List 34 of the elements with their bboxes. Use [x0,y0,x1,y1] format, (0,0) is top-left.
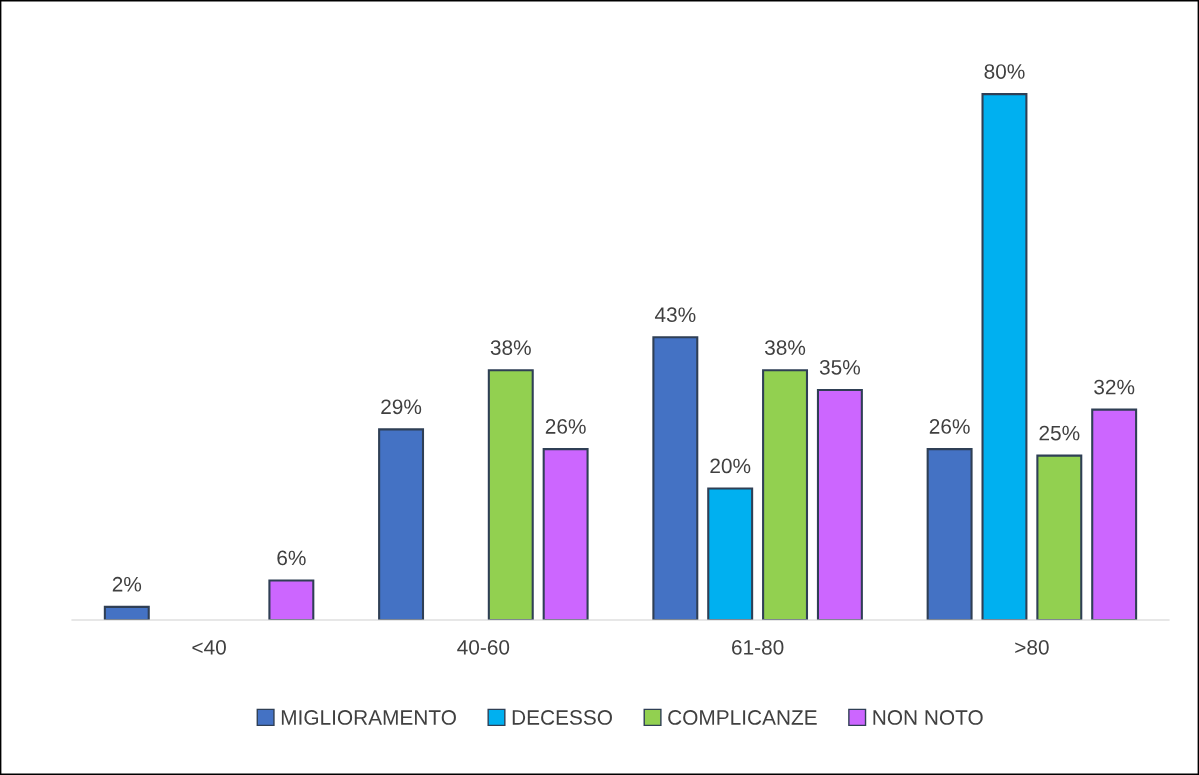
bar [652,336,699,620]
data-label: 29% [381,399,422,415]
data-label: 25% [1039,425,1080,441]
legend-label: NON NOTO [873,710,983,725]
data-label: 26% [545,419,586,434]
bar [981,93,1028,620]
bar [1036,454,1083,620]
bar [378,428,425,620]
data-label: 2% [112,576,142,592]
bar [816,388,863,620]
data-label: 32% [1094,379,1135,395]
bar [1091,408,1138,620]
legend-label: MIGLIORAMENTO [281,710,456,725]
data-label: 80% [984,64,1025,79]
bar [487,369,534,620]
x-tick-label: 40-60 [457,639,510,655]
bar [926,448,973,620]
data-label: 20% [710,458,751,474]
x-tick-label: >80 [1015,639,1049,655]
legend-label: COMPLICANZE [668,710,817,725]
data-label: 35% [819,359,861,375]
bar [707,487,754,620]
data-label: 6% [277,550,306,566]
data-label: 38% [764,340,806,355]
bar [542,448,589,620]
x-tick-label: 61-80 [732,639,784,655]
bar [268,579,315,620]
data-label: 38% [490,340,531,355]
x-tick-label: <40 [192,639,226,655]
bar [103,605,150,620]
data-label: 26% [929,419,970,434]
legend-label: DECESSO [512,710,612,725]
data-label: 43% [654,307,696,323]
bar [762,369,809,620]
